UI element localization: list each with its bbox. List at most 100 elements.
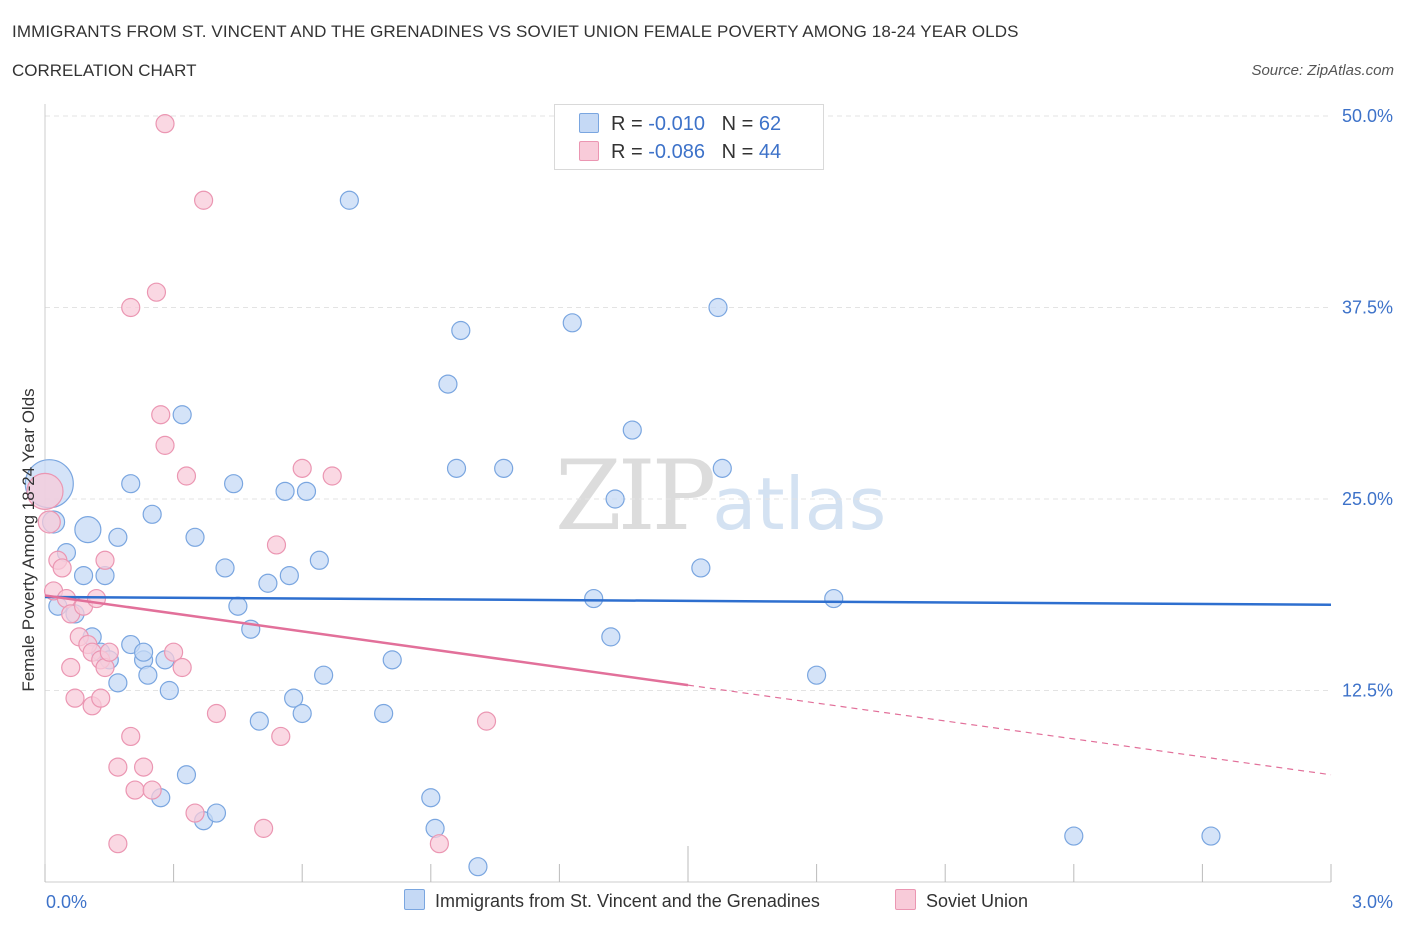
legend-row-series1: R = -0.010 N = 62 (579, 113, 781, 137)
point-series2 (292, 458, 312, 478)
point-series1 (468, 857, 488, 877)
point-series2 (254, 818, 274, 838)
point-series2 (65, 688, 85, 708)
point-series2 (164, 642, 184, 662)
point-series1 (708, 297, 728, 318)
point-series1 (279, 565, 299, 586)
legend-r-label: R = (611, 141, 643, 163)
point-series1 (121, 474, 141, 494)
point-series2 (108, 757, 128, 777)
point-series1 (185, 527, 205, 547)
legend-r-label: R = (611, 113, 643, 135)
point-series1 (108, 527, 128, 547)
point-series1 (284, 688, 304, 708)
bottom-legend-label-series1: Immigrants from St. Vincent and the Gren… (435, 891, 820, 911)
point-series2 (121, 297, 141, 318)
legend-n-value: 62 (758, 113, 782, 135)
point-series2 (155, 114, 175, 134)
correlation-legend: R = -0.010 N = 62 R = -0.086 N = 44 (554, 104, 824, 170)
point-series1 (622, 420, 642, 440)
point-series1 (584, 588, 604, 609)
point-series2 (155, 435, 175, 455)
point-series1 (494, 458, 514, 478)
point-series1 (712, 458, 732, 478)
point-series2 (206, 703, 227, 724)
y-tick-label: 37.5% (1342, 298, 1393, 318)
point-series2 (121, 726, 141, 747)
point-series2 (125, 780, 145, 800)
point-series1 (215, 558, 235, 578)
point-series2 (271, 726, 291, 747)
bottom-legend-swatch-pink (895, 889, 916, 910)
point-series1 (421, 788, 441, 808)
point-series2 (151, 405, 171, 425)
y-tick-label: 50.0% (1342, 106, 1393, 126)
point-series1 (374, 703, 394, 724)
point-series2 (194, 190, 214, 210)
watermark-zip: ZIP (555, 440, 716, 552)
point-series2 (52, 558, 72, 578)
point-series2 (37, 510, 61, 534)
point-series1 (206, 803, 227, 823)
point-series2 (61, 657, 81, 678)
point-series1 (339, 190, 359, 210)
bottom-legend-label-series2: Soviet Union (926, 891, 1029, 911)
point-series1 (438, 374, 458, 394)
legend-n-label: N = (721, 141, 754, 163)
point-series1 (824, 588, 844, 609)
point-series1 (172, 405, 192, 425)
trend-line-series2-dashed (687, 684, 1332, 776)
point-series2 (146, 282, 167, 302)
chart-title: IMMIGRANTS FROM ST. VINCENT AND THE GREN… (12, 22, 1019, 41)
legend-row-series2: R = -0.086 N = 44 (579, 141, 781, 165)
trend-line-series1 (44, 595, 1332, 606)
point-series1 (562, 313, 582, 333)
point-series1 (228, 596, 248, 616)
watermark-atlas: atlas (712, 462, 887, 546)
point-series1 (142, 504, 162, 524)
point-series2 (476, 711, 497, 731)
point-series1 (382, 650, 402, 670)
point-series1 (176, 765, 197, 785)
watermark: ZIPatlas (555, 440, 886, 552)
x-tick-label: 3.0% (1352, 892, 1393, 912)
y-axis-label: Female Poverty Among 18-24 Year Olds (19, 388, 38, 692)
legend-swatch-pink (579, 141, 599, 161)
y-axis-label-wrap: Female Poverty Among 18-24 Year Olds (16, 300, 42, 780)
point-series1 (138, 665, 158, 685)
y-tick-label: 25.0% (1342, 489, 1393, 509)
point-series1 (133, 642, 154, 662)
point-series2 (95, 550, 115, 570)
bottom-legend-series1: Immigrants from St. Vincent and the Gren… (404, 889, 820, 912)
point-series2 (172, 657, 192, 678)
point-series1 (108, 673, 128, 693)
legend-swatch-blue (579, 113, 599, 133)
point-series2 (266, 535, 287, 555)
legend-n-value: 44 (758, 141, 782, 163)
point-series2 (26, 472, 64, 510)
point-series1 (309, 550, 329, 570)
point-series1 (605, 489, 625, 509)
point-series1 (292, 703, 312, 724)
point-series1 (258, 573, 278, 593)
point-series1 (314, 665, 334, 685)
legend-r-value: -0.086 (648, 141, 705, 163)
y-tick-label: 12.5% (1342, 681, 1393, 701)
chart-subtitle: CORRELATION CHART (12, 61, 197, 80)
point-series2 (322, 466, 342, 486)
point-series1 (1201, 826, 1221, 846)
bottom-legend-series2: Soviet Union (895, 889, 1028, 912)
trend-line-series2 (44, 594, 689, 687)
point-series1 (806, 665, 827, 685)
point-series2 (142, 780, 162, 800)
source-label: Source: ZipAtlas.com (1251, 62, 1394, 79)
point-series2 (176, 466, 197, 486)
point-series1 (1064, 826, 1084, 846)
point-series2 (185, 803, 205, 823)
point-series1 (74, 516, 102, 544)
point-series1 (296, 481, 317, 501)
point-series2 (429, 834, 449, 854)
point-series2 (133, 757, 154, 777)
point-series1 (275, 481, 295, 501)
point-series1 (224, 474, 244, 494)
